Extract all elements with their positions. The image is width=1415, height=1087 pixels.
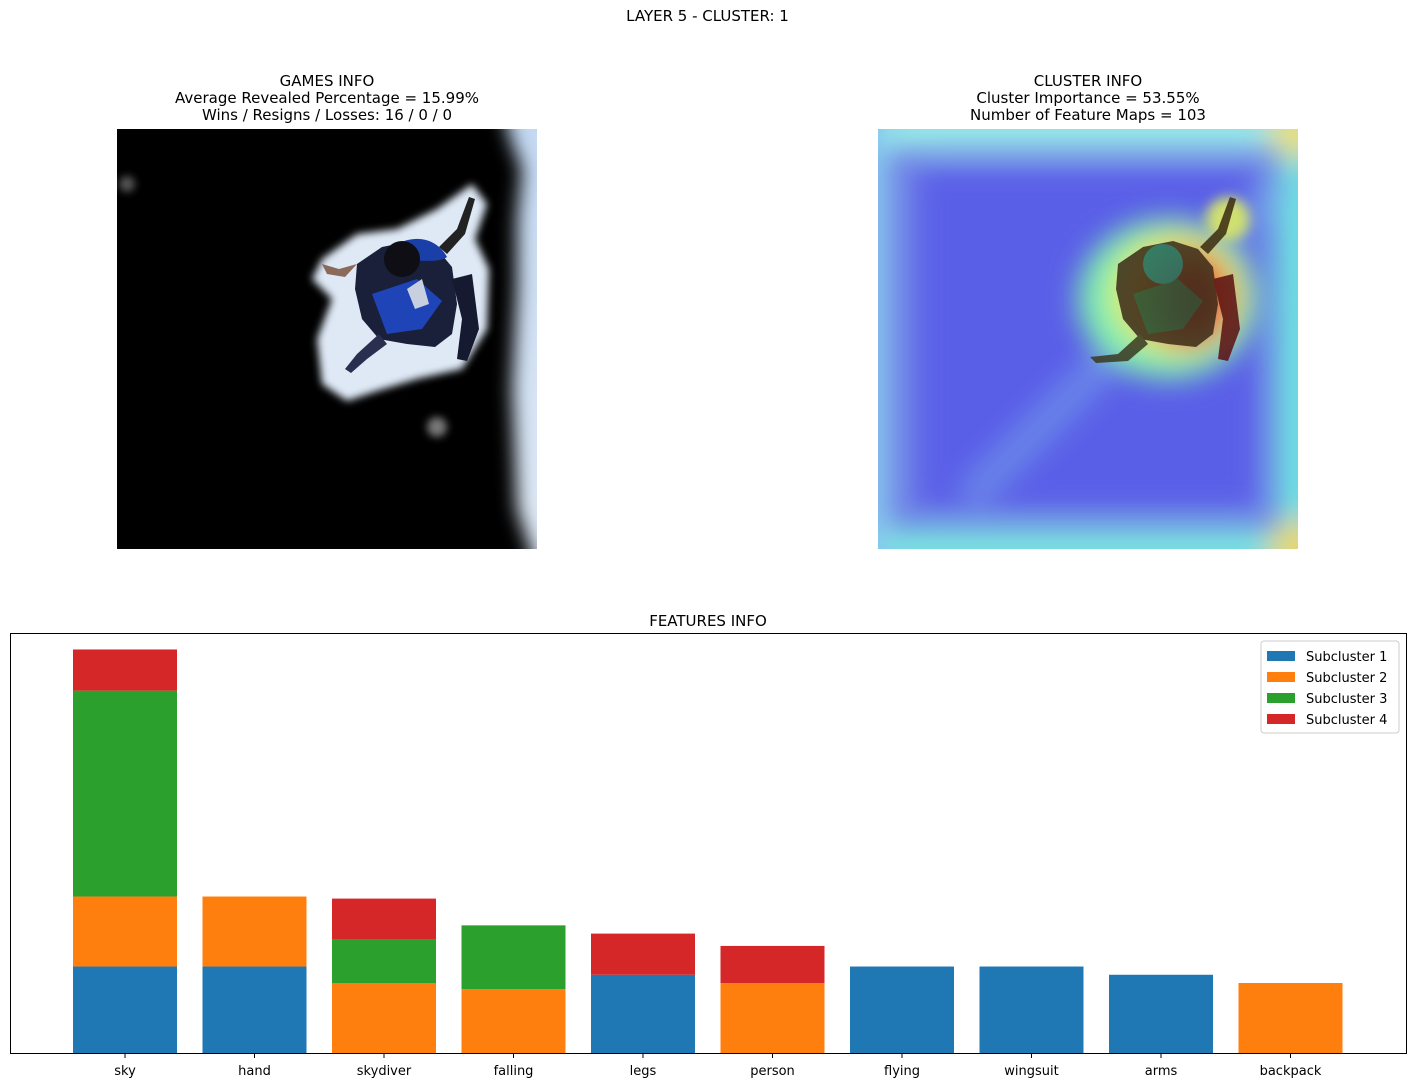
games-info-title-block: GAMES INFO Average Revealed Percentage =…: [117, 73, 537, 124]
legend: [1260, 640, 1400, 734]
legend-label: Subcluster 2: [1306, 671, 1387, 686]
bar-sky-subcluster-4: [73, 649, 177, 691]
x-tick-label: sky: [114, 1064, 136, 1079]
revealed-image-svg: [117, 129, 537, 549]
bar-flying-subcluster-1: [850, 966, 954, 1053]
x-tick-label: person: [750, 1064, 795, 1079]
x-tick-label: falling: [494, 1064, 534, 1079]
x-tick-label: backpack: [1260, 1064, 1322, 1079]
bar-arms-subcluster-1: [1109, 974, 1213, 1053]
cluster-info-title-block: CLUSTER INFO Cluster Importance = 53.55%…: [878, 73, 1298, 124]
legend-label: Subcluster 3: [1306, 692, 1387, 707]
bar-skydiver-subcluster-4: [332, 898, 436, 940]
cluster-importance: Cluster Importance = 53.55%: [976, 89, 1200, 107]
bar-legs-subcluster-4: [591, 933, 695, 975]
x-tick-label: wingsuit: [1004, 1064, 1058, 1079]
legend-swatch: [1267, 693, 1295, 703]
legend-swatch: [1267, 672, 1295, 682]
number-of-feature-maps: Number of Feature Maps = 103: [970, 106, 1206, 124]
chart-axes-frame: [10, 633, 1407, 1054]
x-tick-label: flying: [884, 1064, 920, 1079]
cluster-heatmap-image: [878, 129, 1298, 549]
x-tick-label: skydiver: [357, 1064, 412, 1079]
bar-sky-subcluster-1: [73, 966, 177, 1053]
figure-title: LAYER 5 - CLUSTER: 1: [626, 7, 789, 25]
bar-hand-subcluster-2: [202, 896, 307, 967]
bar-sky-subcluster-3: [73, 690, 177, 897]
bar-wingsuit-subcluster-1: [979, 966, 1084, 1053]
legend-label: Subcluster 4: [1306, 713, 1387, 728]
skydiver-figure: [322, 197, 479, 373]
bar-falling-subcluster-2: [461, 989, 566, 1053]
bar-hand-subcluster-1: [202, 966, 307, 1053]
cluster-heatmap-svg: [878, 129, 1298, 549]
bar-sky-subcluster-2: [73, 896, 177, 967]
average-revealed-percentage: Average Revealed Percentage = 15.99%: [174, 89, 479, 107]
legend-label: Subcluster 1: [1306, 650, 1387, 665]
cluster-info-title: CLUSTER INFO: [1033, 72, 1143, 90]
revealed-image: [117, 129, 537, 549]
legend-swatch: [1267, 651, 1295, 661]
x-tick-label: hand: [238, 1064, 271, 1079]
heatmap-skydiver-figure: [1090, 197, 1240, 363]
bar-backpack-subcluster-2: [1238, 983, 1343, 1053]
x-tick-label: arms: [1145, 1064, 1178, 1079]
bar-skydiver-subcluster-3: [332, 939, 436, 983]
games-info-title: GAMES INFO: [279, 72, 375, 90]
bar-falling-subcluster-3: [461, 925, 566, 990]
bar-person-subcluster-4: [720, 945, 825, 983]
bar-skydiver-subcluster-2: [332, 983, 436, 1053]
bar-legs-subcluster-1: [591, 974, 695, 1053]
wins-resigns-losses: Wins / Resigns / Losses: 16 / 0 / 0: [201, 106, 453, 124]
bar-person-subcluster-2: [720, 983, 825, 1053]
x-tick-label: legs: [630, 1064, 657, 1079]
legend-swatch: [1267, 714, 1295, 724]
features-info-title: FEATURES INFO: [649, 612, 767, 630]
